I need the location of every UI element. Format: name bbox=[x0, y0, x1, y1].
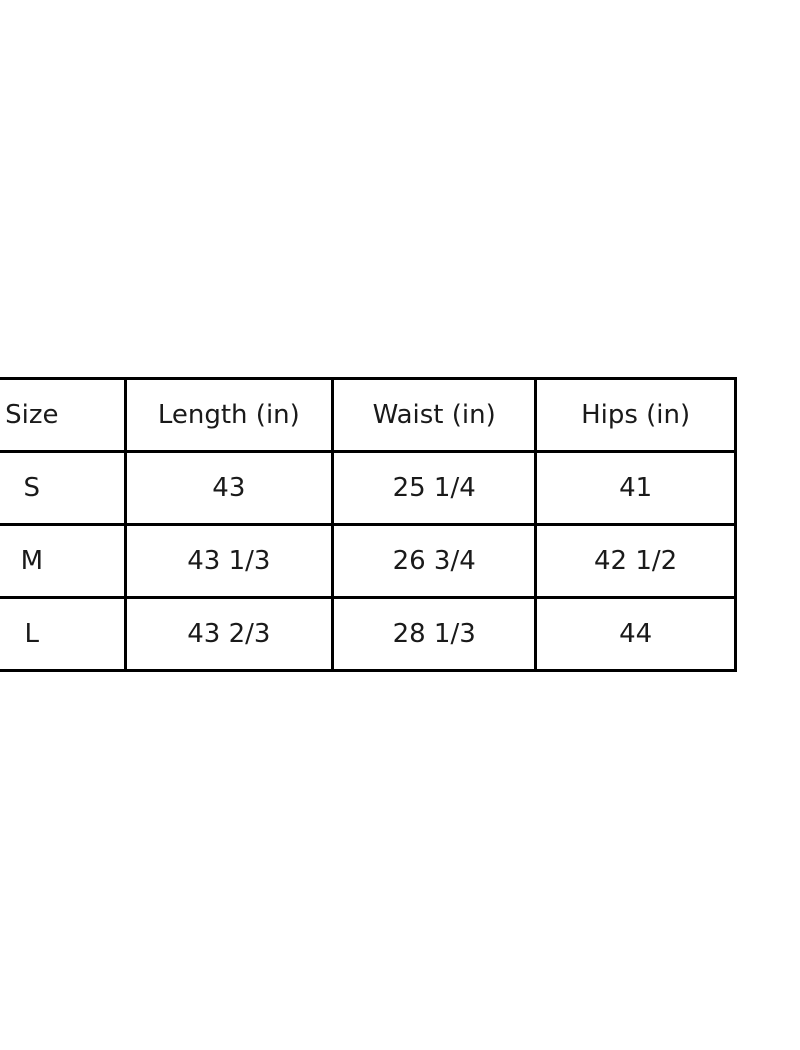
length-cell: 43 2/3 bbox=[123, 596, 335, 672]
table-row-m: M 43 1/3 26 3/4 42 1/2 bbox=[0, 523, 737, 599]
waist-cell: 25 1/4 bbox=[331, 450, 538, 526]
table-header: Size Length (in) Waist (in) Hips (in) bbox=[0, 377, 737, 453]
hips-cell: 44 bbox=[534, 596, 737, 672]
size-chart-table: Size Length (in) Waist (in) Hips (in) S … bbox=[0, 377, 737, 672]
length-cell: 43 bbox=[123, 450, 335, 526]
header-cell-size: Size bbox=[0, 377, 127, 453]
header-cell-waist: Waist (in) bbox=[331, 377, 538, 453]
table-body: S 43 25 1/4 41 M 43 1/3 26 3/4 42 1/2 L … bbox=[0, 450, 737, 672]
waist-cell: 28 1/3 bbox=[331, 596, 538, 672]
header-row: Size Length (in) Waist (in) Hips (in) bbox=[0, 377, 737, 453]
table-row-l: L 43 2/3 28 1/3 44 bbox=[0, 596, 737, 672]
header-cell-hips: Hips (in) bbox=[534, 377, 737, 453]
length-cell: 43 1/3 bbox=[123, 523, 335, 599]
table-row-s: S 43 25 1/4 41 bbox=[0, 450, 737, 526]
header-cell-length: Length (in) bbox=[123, 377, 335, 453]
size-cell: M bbox=[0, 523, 127, 599]
size-cell: L bbox=[0, 596, 127, 672]
waist-cell: 26 3/4 bbox=[331, 523, 538, 599]
size-cell: S bbox=[0, 450, 127, 526]
hips-cell: 42 1/2 bbox=[534, 523, 737, 599]
hips-cell: 41 bbox=[534, 450, 737, 526]
